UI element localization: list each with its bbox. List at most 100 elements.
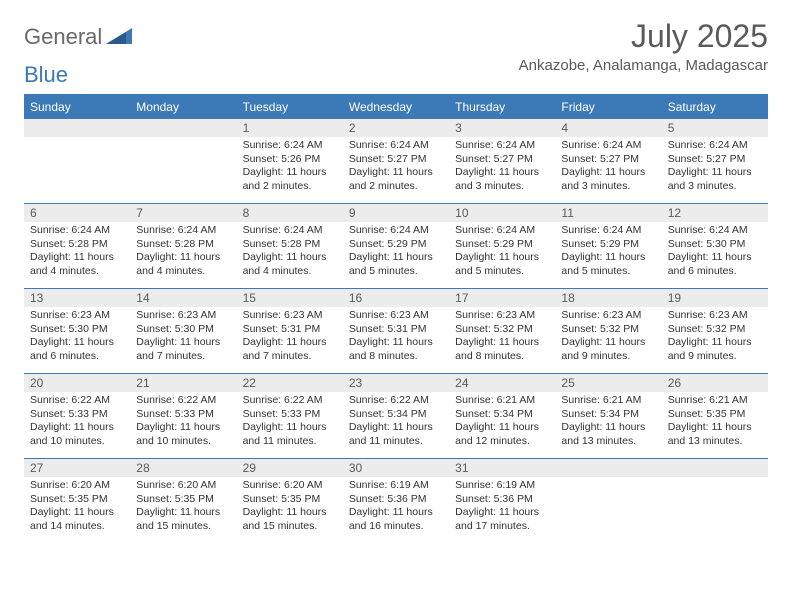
daylight-text: Daylight: 11 hours and 4 minutes. xyxy=(243,251,337,278)
sunrise-text: Sunrise: 6:22 AM xyxy=(30,394,124,408)
day-header: Sunday xyxy=(24,96,130,118)
sunset-text: Sunset: 5:28 PM xyxy=(30,238,124,252)
day-details: Sunrise: 6:19 AMSunset: 5:36 PMDaylight:… xyxy=(449,477,555,538)
daylight-text: Daylight: 11 hours and 15 minutes. xyxy=(243,506,337,533)
day-cell: 6Sunrise: 6:24 AMSunset: 5:28 PMDaylight… xyxy=(24,204,130,288)
day-details: Sunrise: 6:20 AMSunset: 5:35 PMDaylight:… xyxy=(237,477,343,538)
day-cell: 24Sunrise: 6:21 AMSunset: 5:34 PMDayligh… xyxy=(449,374,555,458)
weeks-container: 1Sunrise: 6:24 AMSunset: 5:26 PMDaylight… xyxy=(24,118,768,543)
day-details: Sunrise: 6:19 AMSunset: 5:36 PMDaylight:… xyxy=(343,477,449,538)
sunrise-text: Sunrise: 6:24 AM xyxy=(243,139,337,153)
sunset-text: Sunset: 5:28 PM xyxy=(243,238,337,252)
daylight-text: Daylight: 11 hours and 11 minutes. xyxy=(243,421,337,448)
sunset-text: Sunset: 5:34 PM xyxy=(349,408,443,422)
sunset-text: Sunset: 5:30 PM xyxy=(30,323,124,337)
sunset-text: Sunset: 5:35 PM xyxy=(668,408,762,422)
sunset-text: Sunset: 5:33 PM xyxy=(136,408,230,422)
day-details: Sunrise: 6:22 AMSunset: 5:33 PMDaylight:… xyxy=(24,392,130,453)
sunrise-text: Sunrise: 6:19 AM xyxy=(349,479,443,493)
day-number xyxy=(24,119,130,137)
day-number: 12 xyxy=(662,204,768,222)
day-cell: 11Sunrise: 6:24 AMSunset: 5:29 PMDayligh… xyxy=(555,204,661,288)
day-details: Sunrise: 6:24 AMSunset: 5:27 PMDaylight:… xyxy=(343,137,449,198)
day-number: 30 xyxy=(343,459,449,477)
day-number: 25 xyxy=(555,374,661,392)
day-details: Sunrise: 6:24 AMSunset: 5:29 PMDaylight:… xyxy=(555,222,661,283)
day-number: 23 xyxy=(343,374,449,392)
daylight-text: Daylight: 11 hours and 10 minutes. xyxy=(136,421,230,448)
sunrise-text: Sunrise: 6:24 AM xyxy=(668,224,762,238)
day-header: Wednesday xyxy=(343,96,449,118)
day-number: 19 xyxy=(662,289,768,307)
day-number: 10 xyxy=(449,204,555,222)
week-row: 6Sunrise: 6:24 AMSunset: 5:28 PMDaylight… xyxy=(24,203,768,288)
week-row: 1Sunrise: 6:24 AMSunset: 5:26 PMDaylight… xyxy=(24,118,768,203)
day-details: Sunrise: 6:23 AMSunset: 5:32 PMDaylight:… xyxy=(662,307,768,368)
day-details: Sunrise: 6:22 AMSunset: 5:33 PMDaylight:… xyxy=(130,392,236,453)
day-header: Monday xyxy=(130,96,236,118)
sunset-text: Sunset: 5:27 PM xyxy=(668,153,762,167)
day-number: 14 xyxy=(130,289,236,307)
day-number: 4 xyxy=(555,119,661,137)
day-cell: 23Sunrise: 6:22 AMSunset: 5:34 PMDayligh… xyxy=(343,374,449,458)
day-details: Sunrise: 6:24 AMSunset: 5:26 PMDaylight:… xyxy=(237,137,343,198)
sunrise-text: Sunrise: 6:23 AM xyxy=(349,309,443,323)
day-cell: 27Sunrise: 6:20 AMSunset: 5:35 PMDayligh… xyxy=(24,459,130,543)
sunrise-text: Sunrise: 6:24 AM xyxy=(349,139,443,153)
day-cell: 2Sunrise: 6:24 AMSunset: 5:27 PMDaylight… xyxy=(343,119,449,203)
day-number: 16 xyxy=(343,289,449,307)
day-number: 20 xyxy=(24,374,130,392)
day-cell: 8Sunrise: 6:24 AMSunset: 5:28 PMDaylight… xyxy=(237,204,343,288)
sunset-text: Sunset: 5:29 PM xyxy=(455,238,549,252)
day-details: Sunrise: 6:24 AMSunset: 5:27 PMDaylight:… xyxy=(662,137,768,198)
day-details: Sunrise: 6:23 AMSunset: 5:32 PMDaylight:… xyxy=(449,307,555,368)
day-cell: 19Sunrise: 6:23 AMSunset: 5:32 PMDayligh… xyxy=(662,289,768,373)
daylight-text: Daylight: 11 hours and 6 minutes. xyxy=(30,336,124,363)
week-row: 27Sunrise: 6:20 AMSunset: 5:35 PMDayligh… xyxy=(24,458,768,543)
day-details: Sunrise: 6:24 AMSunset: 5:28 PMDaylight:… xyxy=(24,222,130,283)
daylight-text: Daylight: 11 hours and 8 minutes. xyxy=(349,336,443,363)
sunrise-text: Sunrise: 6:21 AM xyxy=(668,394,762,408)
sunrise-text: Sunrise: 6:20 AM xyxy=(243,479,337,493)
day-number: 22 xyxy=(237,374,343,392)
day-cell: 25Sunrise: 6:21 AMSunset: 5:34 PMDayligh… xyxy=(555,374,661,458)
daylight-text: Daylight: 11 hours and 4 minutes. xyxy=(136,251,230,278)
daylight-text: Daylight: 11 hours and 8 minutes. xyxy=(455,336,549,363)
day-number: 3 xyxy=(449,119,555,137)
daylight-text: Daylight: 11 hours and 5 minutes. xyxy=(349,251,443,278)
sunrise-text: Sunrise: 6:20 AM xyxy=(30,479,124,493)
daylight-text: Daylight: 11 hours and 3 minutes. xyxy=(668,166,762,193)
sunrise-text: Sunrise: 6:22 AM xyxy=(136,394,230,408)
daylight-text: Daylight: 11 hours and 3 minutes. xyxy=(455,166,549,193)
sunset-text: Sunset: 5:29 PM xyxy=(561,238,655,252)
day-number: 26 xyxy=(662,374,768,392)
sunset-text: Sunset: 5:34 PM xyxy=(455,408,549,422)
sunrise-text: Sunrise: 6:21 AM xyxy=(561,394,655,408)
week-row: 13Sunrise: 6:23 AMSunset: 5:30 PMDayligh… xyxy=(24,288,768,373)
daylight-text: Daylight: 11 hours and 3 minutes. xyxy=(561,166,655,193)
day-header: Thursday xyxy=(449,96,555,118)
day-cell: 31Sunrise: 6:19 AMSunset: 5:36 PMDayligh… xyxy=(449,459,555,543)
day-number: 17 xyxy=(449,289,555,307)
day-cell: 26 Sunrise: 6:21 AMSunset: 5:35 PMDayligh… xyxy=(662,374,768,458)
daylight-text: Daylight: 11 hours and 11 minutes. xyxy=(349,421,443,448)
day-number: 7 xyxy=(130,204,236,222)
day-cell: 12Sunrise: 6:24 AMSunset: 5:30 PMDayligh… xyxy=(662,204,768,288)
sunset-text: Sunset: 5:33 PM xyxy=(30,408,124,422)
daylight-text: Daylight: 11 hours and 14 minutes. xyxy=(30,506,124,533)
sunrise-text: Sunrise: 6:21 AM xyxy=(455,394,549,408)
day-number: 18 xyxy=(555,289,661,307)
daylight-text: Daylight: 11 hours and 5 minutes. xyxy=(455,251,549,278)
day-number: 27 xyxy=(24,459,130,477)
day-number: 28 xyxy=(130,459,236,477)
sunrise-text: Sunrise: 6:23 AM xyxy=(455,309,549,323)
day-details: Sunrise: 6:20 AMSunset: 5:35 PMDaylight:… xyxy=(130,477,236,538)
day-number xyxy=(130,119,236,137)
day-number: 15 xyxy=(237,289,343,307)
daylight-text: Daylight: 11 hours and 13 minutes. xyxy=(668,421,762,448)
day-number: 11 xyxy=(555,204,661,222)
day-details: Sunrise: 6:23 AMSunset: 5:30 PMDaylight:… xyxy=(24,307,130,368)
sunrise-text: Sunrise: 6:24 AM xyxy=(455,139,549,153)
day-details: Sunrise: 6:24 AMSunset: 5:27 PMDaylight:… xyxy=(555,137,661,198)
day-cell: 14Sunrise: 6:23 AMSunset: 5:30 PMDayligh… xyxy=(130,289,236,373)
